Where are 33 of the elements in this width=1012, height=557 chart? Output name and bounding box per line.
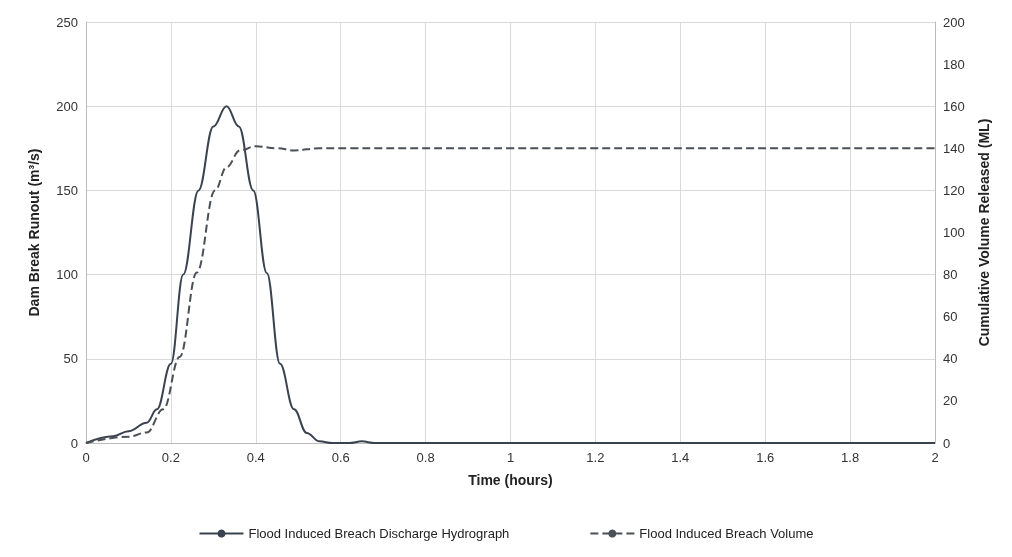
y2-tick-label: 160 [943,98,965,114]
y2-tick-label: 100 [943,225,965,240]
x-axis-title: Time (hours) [468,472,553,488]
x-tick-label: 1.6 [756,450,775,465]
x-tick-label: 2 [931,450,939,465]
x-tick-label: 0.4 [246,450,265,465]
y2-tick-label: 180 [943,56,965,72]
x-tick-label: 1.8 [841,450,860,465]
y2-tick-label: 0 [943,435,951,451]
y2-tick-label: 120 [943,182,965,198]
y-tick-label: 250 [56,14,78,30]
y2-tick-label: 20 [943,393,958,409]
x-tick-label: 0.8 [416,450,435,465]
x-tick-label: 1.4 [671,450,690,465]
y-tick-label: 150 [56,182,78,198]
y2-tick-label: 200 [943,14,965,30]
x-tick-label: 1 [506,450,515,465]
y-axis-title: Dam Break Runout (m³/s) [26,148,42,317]
y-tick-label: 0 [70,435,78,451]
x-tick-label: 0.2 [161,450,180,465]
legend-label: Flood Induced Breach Discharge Hydrograph [248,526,510,541]
y-tick-label: 200 [56,98,78,114]
y-tick-label: 50 [63,351,78,367]
y-tick-label: 100 [56,267,78,283]
y2-tick-label: 40 [943,351,958,367]
x-tick-label: 1.2 [586,450,605,465]
x-tick-label: 0 [82,450,90,465]
y2-tick-label: 80 [943,267,958,283]
legend-label: Flood Induced Breach Volume [639,526,814,541]
x-tick-label: 0.6 [331,450,350,465]
y2-tick-label: 60 [943,309,958,325]
y2-axis-title: Cumulative Volume Released (ML) [976,118,992,347]
y2-tick-label: 140 [943,140,965,156]
